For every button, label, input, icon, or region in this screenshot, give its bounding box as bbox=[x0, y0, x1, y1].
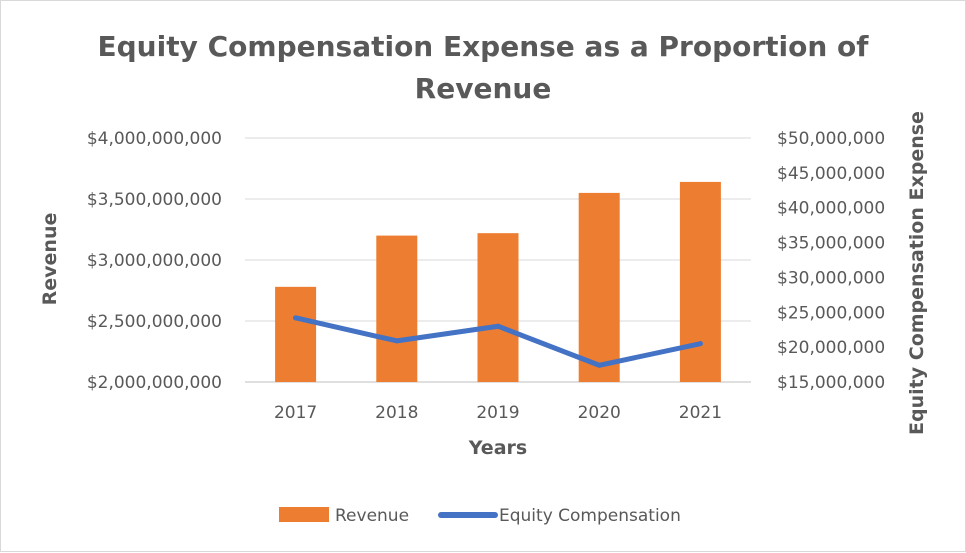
chart-title-line-2: Revenue bbox=[415, 72, 552, 105]
y-tick-label: $3,500,000,000 bbox=[87, 190, 222, 210]
y2-axis-title: Equity Compensation Expense bbox=[906, 111, 928, 435]
legend-revenue-label: Revenue bbox=[335, 506, 409, 526]
revenue-bar bbox=[477, 233, 519, 382]
y2-tick-label: $25,000,000 bbox=[777, 303, 885, 323]
legend-equity-label: Equity Compensation bbox=[499, 506, 681, 526]
equity-compensation-point bbox=[596, 362, 602, 368]
equity-compensation-point bbox=[394, 338, 400, 344]
revenue-bar bbox=[679, 181, 721, 382]
legend-revenue-swatch bbox=[279, 507, 329, 522]
revenue-bars bbox=[275, 181, 721, 382]
y2-tick-label: $20,000,000 bbox=[777, 338, 885, 358]
y2-tick-label: $35,000,000 bbox=[777, 234, 885, 254]
y-tick-label: $2,000,000,000 bbox=[87, 373, 222, 393]
y2-axis-ticks: $15,000,000 $20,000,000 $25,000,000 $30,000… bbox=[777, 129, 885, 393]
x-tick-label: 2021 bbox=[679, 403, 722, 423]
revenue-bar bbox=[376, 235, 418, 382]
y2-tick-label: $15,000,000 bbox=[777, 373, 885, 393]
y-tick-label: $3,000,000,000 bbox=[87, 251, 222, 271]
x-axis-title: Years bbox=[468, 437, 527, 459]
y2-tick-label: $40,000,000 bbox=[777, 199, 885, 219]
y-tick-label: $4,000,000,000 bbox=[87, 129, 222, 149]
revenue-bar bbox=[275, 286, 317, 382]
x-tick-label: 2018 bbox=[375, 403, 418, 423]
x-tick-label: 2020 bbox=[578, 403, 621, 423]
y2-tick-label: $30,000,000 bbox=[777, 268, 885, 288]
y-axis-ticks: $2,000,000,000 $2,500,000,000 $3,000,000,0… bbox=[87, 129, 222, 393]
x-axis-ticks: 2017 2018 2019 2020 2021 bbox=[274, 403, 722, 423]
y2-tick-label: $50,000,000 bbox=[777, 129, 885, 149]
equity-compensation-line bbox=[293, 315, 703, 368]
y-axis-title: Revenue bbox=[39, 213, 61, 306]
legend: Revenue Equity Compensation bbox=[279, 506, 681, 526]
equity-compensation-point bbox=[495, 323, 501, 329]
equity-compensation-point bbox=[697, 341, 703, 347]
equity-compensation-point bbox=[293, 315, 299, 321]
x-tick-label: 2019 bbox=[476, 403, 519, 423]
chart-title-line-1: Equity Compensation Expense as a Proport… bbox=[98, 30, 870, 63]
revenue-bar bbox=[578, 192, 620, 382]
y-tick-label: $2,500,000,000 bbox=[87, 312, 222, 332]
x-tick-label: 2017 bbox=[274, 403, 317, 423]
y2-tick-label: $45,000,000 bbox=[777, 164, 885, 184]
